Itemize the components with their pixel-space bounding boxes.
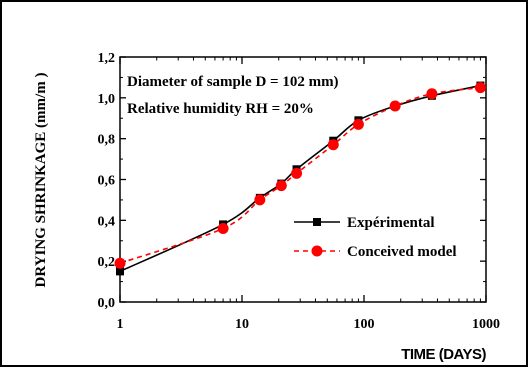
x-tick-label: 100 [354, 317, 375, 332]
x-axis-title: TIME (DAYS) [401, 346, 486, 363]
data-point-model [291, 167, 303, 179]
x-axis: 1 10 100 1000 [117, 57, 500, 332]
annotation-humidity: Relative humidity RH = 20% [127, 101, 314, 117]
legend-label-model: Conceived model [347, 244, 457, 260]
data-point-model [275, 180, 287, 192]
legend-label-experimental: Expérimental [347, 215, 435, 231]
y-axis-title: DRYING SHRINKAGE (mm/m ) [33, 73, 49, 288]
data-point-model [352, 118, 364, 130]
data-point-model [327, 139, 339, 151]
legend: Expérimental Conceived model [294, 215, 457, 260]
y-tick-label: 1,0 [98, 92, 116, 107]
y-axis: 0,0 0,2 0,4 0,6 0,8 1,0 1,2 [98, 51, 486, 311]
data-point-model [389, 100, 401, 112]
legend-marker-experimental [313, 218, 321, 226]
y-tick-label: 0,0 [98, 296, 116, 311]
y-tick-label: 0,2 [98, 255, 116, 270]
series-line-experimental [119, 84, 481, 273]
series-layer [114, 81, 486, 276]
data-point-model [114, 257, 126, 269]
y-tick-label: 1,2 [98, 51, 116, 66]
data-point-model [474, 82, 486, 94]
x-tick-label: 1000 [472, 317, 500, 332]
x-tick-label: 10 [235, 317, 249, 332]
annotation-diameter: Diameter of sample D = 102 mm) [127, 74, 339, 90]
x-tick-label: 1 [117, 317, 124, 332]
data-point-model [217, 223, 229, 234]
y-tick-label: 0,8 [98, 133, 116, 148]
series-line-model [119, 86, 481, 264]
data-point-model [254, 194, 266, 206]
data-point-experimental [116, 267, 124, 276]
y-tick-label: 0,4 [98, 214, 116, 229]
data-point-model [426, 88, 438, 100]
y-tick-label: 0,6 [98, 174, 116, 189]
legend-marker-model [311, 245, 323, 257]
